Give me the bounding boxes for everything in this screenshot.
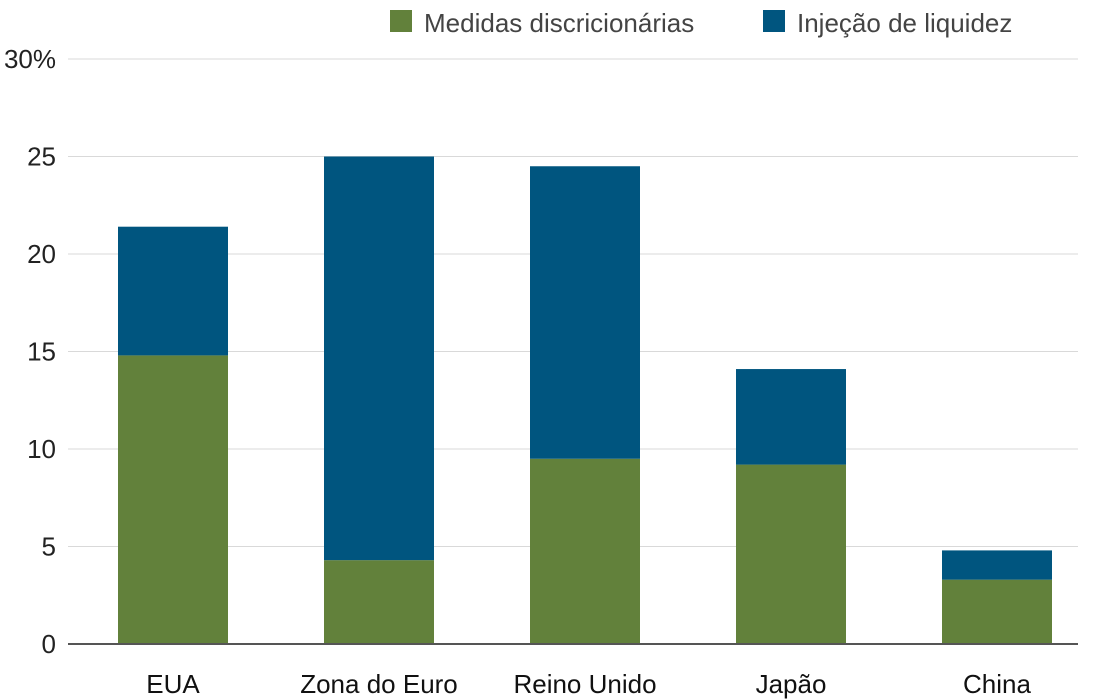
y-tick-label: 5	[42, 532, 56, 562]
bar-medidas-discricionarias	[942, 579, 1052, 644]
x-category-label: Reino Unido	[513, 669, 656, 699]
legend-swatch	[390, 10, 412, 32]
y-tick-label: 25	[27, 142, 56, 172]
y-axis-ticks: 0 5 10 15 20 25 30%	[4, 44, 56, 659]
bar-injecao-de-liquidez	[324, 156, 434, 561]
bar-injecao-de-liquidez	[942, 550, 1052, 580]
legend-label: Medidas discricionárias	[424, 8, 694, 38]
y-tick-label: 30%	[4, 44, 56, 74]
bar-injecao-de-liquidez	[736, 369, 846, 465]
legend: Medidas discricionárias Injeção de liquid…	[390, 8, 1012, 38]
bar-medidas-discricionarias	[118, 355, 228, 644]
bars	[118, 156, 1052, 644]
x-axis-categories: EUA Zona do Euro Reino Unido Japão China	[146, 669, 1031, 699]
legend-swatch	[763, 10, 785, 32]
x-category-label: China	[963, 669, 1031, 699]
x-category-label: Japão	[756, 669, 827, 699]
bar-injecao-de-liquidez	[530, 166, 640, 459]
x-category-label: Zona do Euro	[300, 669, 458, 699]
y-tick-label: 20	[27, 239, 56, 269]
y-tick-label: 15	[27, 337, 56, 367]
bar-medidas-discricionarias	[530, 458, 640, 644]
bar-medidas-discricionarias	[736, 464, 846, 644]
legend-label: Injeção de liquidez	[797, 8, 1012, 38]
y-tick-label: 0	[42, 629, 56, 659]
bar-injecao-de-liquidez	[118, 226, 228, 356]
bar-medidas-discricionarias	[324, 560, 434, 644]
x-category-label: EUA	[146, 669, 200, 699]
y-tick-label: 10	[27, 434, 56, 464]
